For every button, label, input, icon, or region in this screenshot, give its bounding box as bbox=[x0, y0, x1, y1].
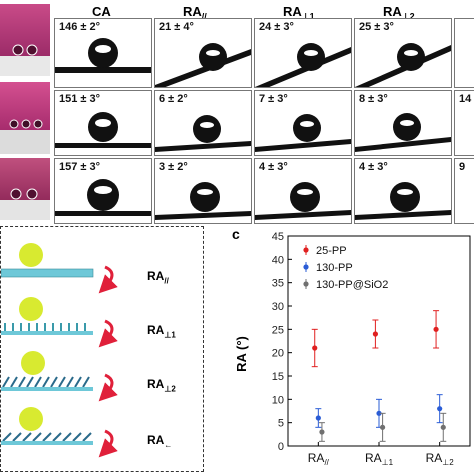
sample-photo-3 bbox=[0, 158, 50, 220]
ra-perp2-panel-row3: 4 ± 3° bbox=[354, 158, 452, 224]
tilted-droplet-image bbox=[255, 43, 351, 87]
ra-parallel-panel-row3: 3 ± 2° bbox=[154, 158, 252, 224]
y-tick-label: 35 bbox=[272, 278, 284, 290]
data-point bbox=[315, 415, 321, 421]
y-tick-label: 15 bbox=[272, 371, 284, 383]
tilted-droplet-image bbox=[355, 182, 451, 220]
ra-chart: RA (°) 0 5 10 15 20 25 30 35 40 45 RA// RA⊥1 RA⊥2 2… bbox=[234, 231, 471, 467]
diagram-label-perp2: RA⊥2 bbox=[147, 377, 176, 394]
diagram-label-perp1: RA⊥1 bbox=[147, 323, 176, 340]
legend-label: 25-PP bbox=[316, 245, 347, 257]
ball-icon bbox=[19, 243, 43, 267]
ra-perp1-panel-row3: 4 ± 3° bbox=[254, 158, 352, 224]
y-tick-label: 0 bbox=[278, 441, 284, 453]
tilted-droplet-image bbox=[155, 182, 251, 220]
ra-perp1-panel-row1: 24 ± 3° bbox=[254, 18, 352, 88]
header-ra-perp2: RA⊥2 bbox=[383, 4, 415, 22]
data-marks bbox=[311, 310, 447, 442]
angle-value: 8 ± 3° bbox=[359, 93, 388, 105]
y-tick-label: 30 bbox=[272, 301, 284, 313]
legend-label: 130-PP bbox=[316, 262, 353, 274]
legend-marker bbox=[303, 264, 309, 270]
data-point bbox=[380, 424, 386, 430]
tilted-droplet-image bbox=[355, 43, 451, 87]
tilted-droplet-image bbox=[155, 115, 251, 152]
angle-value: 25 ± 3° bbox=[359, 21, 394, 33]
droplet-photo-3 bbox=[0, 188, 50, 220]
droplet-image bbox=[55, 38, 151, 73]
y-axis-label: RA (°) bbox=[234, 336, 249, 372]
legend: 25-PP 130-PP 130-PP@SiO2 bbox=[303, 245, 388, 291]
legend-marker bbox=[303, 281, 309, 287]
legend-marker bbox=[303, 247, 309, 253]
angle-value: 146 ± 2° bbox=[59, 21, 101, 33]
panel-label-c: c bbox=[232, 226, 240, 242]
x-ticks: RA// RA⊥1 RA⊥2 bbox=[308, 442, 454, 467]
angle-value: 21 ± 4° bbox=[159, 21, 194, 33]
tilted-droplet-image bbox=[255, 182, 351, 220]
diagram-label-parallel: RA// bbox=[147, 269, 169, 286]
angle-value: 151 ± 3° bbox=[59, 93, 101, 105]
ca-panel-row3: 157 ± 3° bbox=[54, 158, 152, 224]
angle-value: 4 ± 3° bbox=[259, 161, 288, 173]
diagram-label-reverse: RA← bbox=[147, 433, 173, 450]
ball-icon bbox=[19, 407, 43, 431]
legend-label: 130-PP@SiO2 bbox=[316, 279, 388, 291]
ra-perp1-panel-row2: 7 ± 3° bbox=[254, 90, 352, 156]
angle-value: 9 bbox=[459, 161, 466, 173]
sample-photo-2 bbox=[0, 82, 50, 154]
ra-perp2-panel-row1: 25 ± 3° bbox=[354, 18, 452, 88]
y-tick-label: 20 bbox=[272, 348, 284, 360]
y-ticks: 0 5 10 15 20 25 30 35 40 45 bbox=[272, 231, 292, 453]
ra-parallel-panel-row1: 21 ± 4° bbox=[154, 18, 252, 88]
schematic-diagram: RA// RA⊥1 RA⊥2 RA← bbox=[0, 226, 204, 472]
data-point bbox=[440, 424, 446, 430]
header-ca: CA bbox=[92, 4, 111, 19]
x-tick-label: RA⊥2 bbox=[426, 451, 455, 467]
y-tick-label: 10 bbox=[272, 394, 284, 406]
sample-photo-1 bbox=[0, 4, 50, 76]
x-tick-label: RA// bbox=[308, 451, 330, 467]
data-point bbox=[372, 331, 378, 337]
ca-panel-row1: 146 ± 2° bbox=[54, 18, 152, 88]
data-point bbox=[312, 345, 318, 351]
droplet-photo-2 bbox=[0, 119, 50, 154]
droplet-image bbox=[55, 112, 151, 148]
angle-value: 4 ± 3° bbox=[359, 161, 388, 173]
cut-panel-row1 bbox=[454, 18, 474, 88]
angle-value: 3 ± 2° bbox=[159, 161, 188, 173]
data-point bbox=[437, 406, 443, 412]
ball-icon bbox=[21, 351, 45, 375]
angle-value: 6 ± 2° bbox=[159, 93, 188, 105]
cut-panel-row2: 14 bbox=[454, 90, 474, 156]
angle-value: 24 ± 3° bbox=[259, 21, 294, 33]
y-tick-label: 25 bbox=[272, 324, 284, 336]
angle-value: 14 bbox=[459, 93, 472, 105]
cut-panel-row3: 9 bbox=[454, 158, 474, 224]
data-point bbox=[433, 326, 439, 332]
data-point bbox=[376, 410, 382, 416]
ball-icon bbox=[19, 297, 43, 321]
ra-perp2-panel-row2: 8 ± 3° bbox=[354, 90, 452, 156]
ra-parallel-panel-row2: 6 ± 2° bbox=[154, 90, 252, 156]
ca-panel-row2: 151 ± 3° bbox=[54, 90, 152, 156]
droplet-photo-1 bbox=[0, 44, 50, 76]
header-ra-perp1: RA⊥1 bbox=[283, 4, 315, 22]
data-point bbox=[319, 429, 325, 435]
header-ra-parallel: RA// bbox=[183, 4, 207, 22]
y-tick-label: 40 bbox=[272, 254, 284, 266]
droplet-image bbox=[55, 179, 151, 216]
x-tick-label: RA⊥1 bbox=[365, 451, 394, 467]
y-tick-label: 45 bbox=[272, 231, 284, 243]
angle-value: 157 ± 3° bbox=[59, 161, 101, 173]
schematic-drawing bbox=[1, 243, 118, 458]
angle-value: 7 ± 3° bbox=[259, 93, 288, 105]
tilted-droplet-image bbox=[155, 43, 251, 87]
y-tick-label: 5 bbox=[278, 418, 284, 430]
tilted-droplet-image bbox=[355, 113, 451, 152]
tilted-droplet-image bbox=[255, 114, 351, 152]
